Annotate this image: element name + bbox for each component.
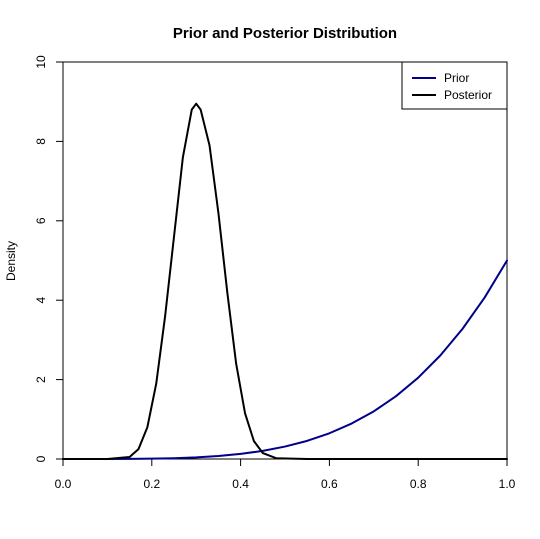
y-tick-label: 10 (34, 55, 48, 69)
y-tick-label: 0 (34, 455, 48, 462)
x-tick-label: 0.0 (55, 477, 72, 491)
x-tick-label: 0.4 (232, 477, 249, 491)
y-tick-label: 2 (34, 376, 48, 383)
y-axis-label: Density (4, 241, 18, 281)
x-tick-label: 1.0 (499, 477, 516, 491)
x-tick-label: 0.6 (321, 477, 338, 491)
y-tick-label: 8 (34, 138, 48, 145)
series-line-prior (62, 259, 508, 460)
y-tick-label: 6 (34, 217, 48, 224)
legend-label-posterior: Posterior (444, 88, 492, 102)
legend: Prior Posterior (401, 61, 508, 110)
x-axis: 0.0 0.2 0.4 0.6 0.8 1.0 (55, 459, 516, 491)
series-layer (62, 102, 508, 460)
legend-box (401, 61, 508, 110)
series-line-posterior (62, 102, 508, 460)
x-tick-label: 0.2 (143, 477, 160, 491)
chart-title: Prior and Posterior Distribution (173, 25, 397, 42)
x-tick-label: 0.8 (410, 477, 427, 491)
legend-label-prior: Prior (444, 71, 469, 85)
y-axis: 0 2 4 6 8 10 (34, 55, 63, 462)
y-tick-label: 4 (34, 297, 48, 304)
plot-frame (62, 61, 508, 460)
